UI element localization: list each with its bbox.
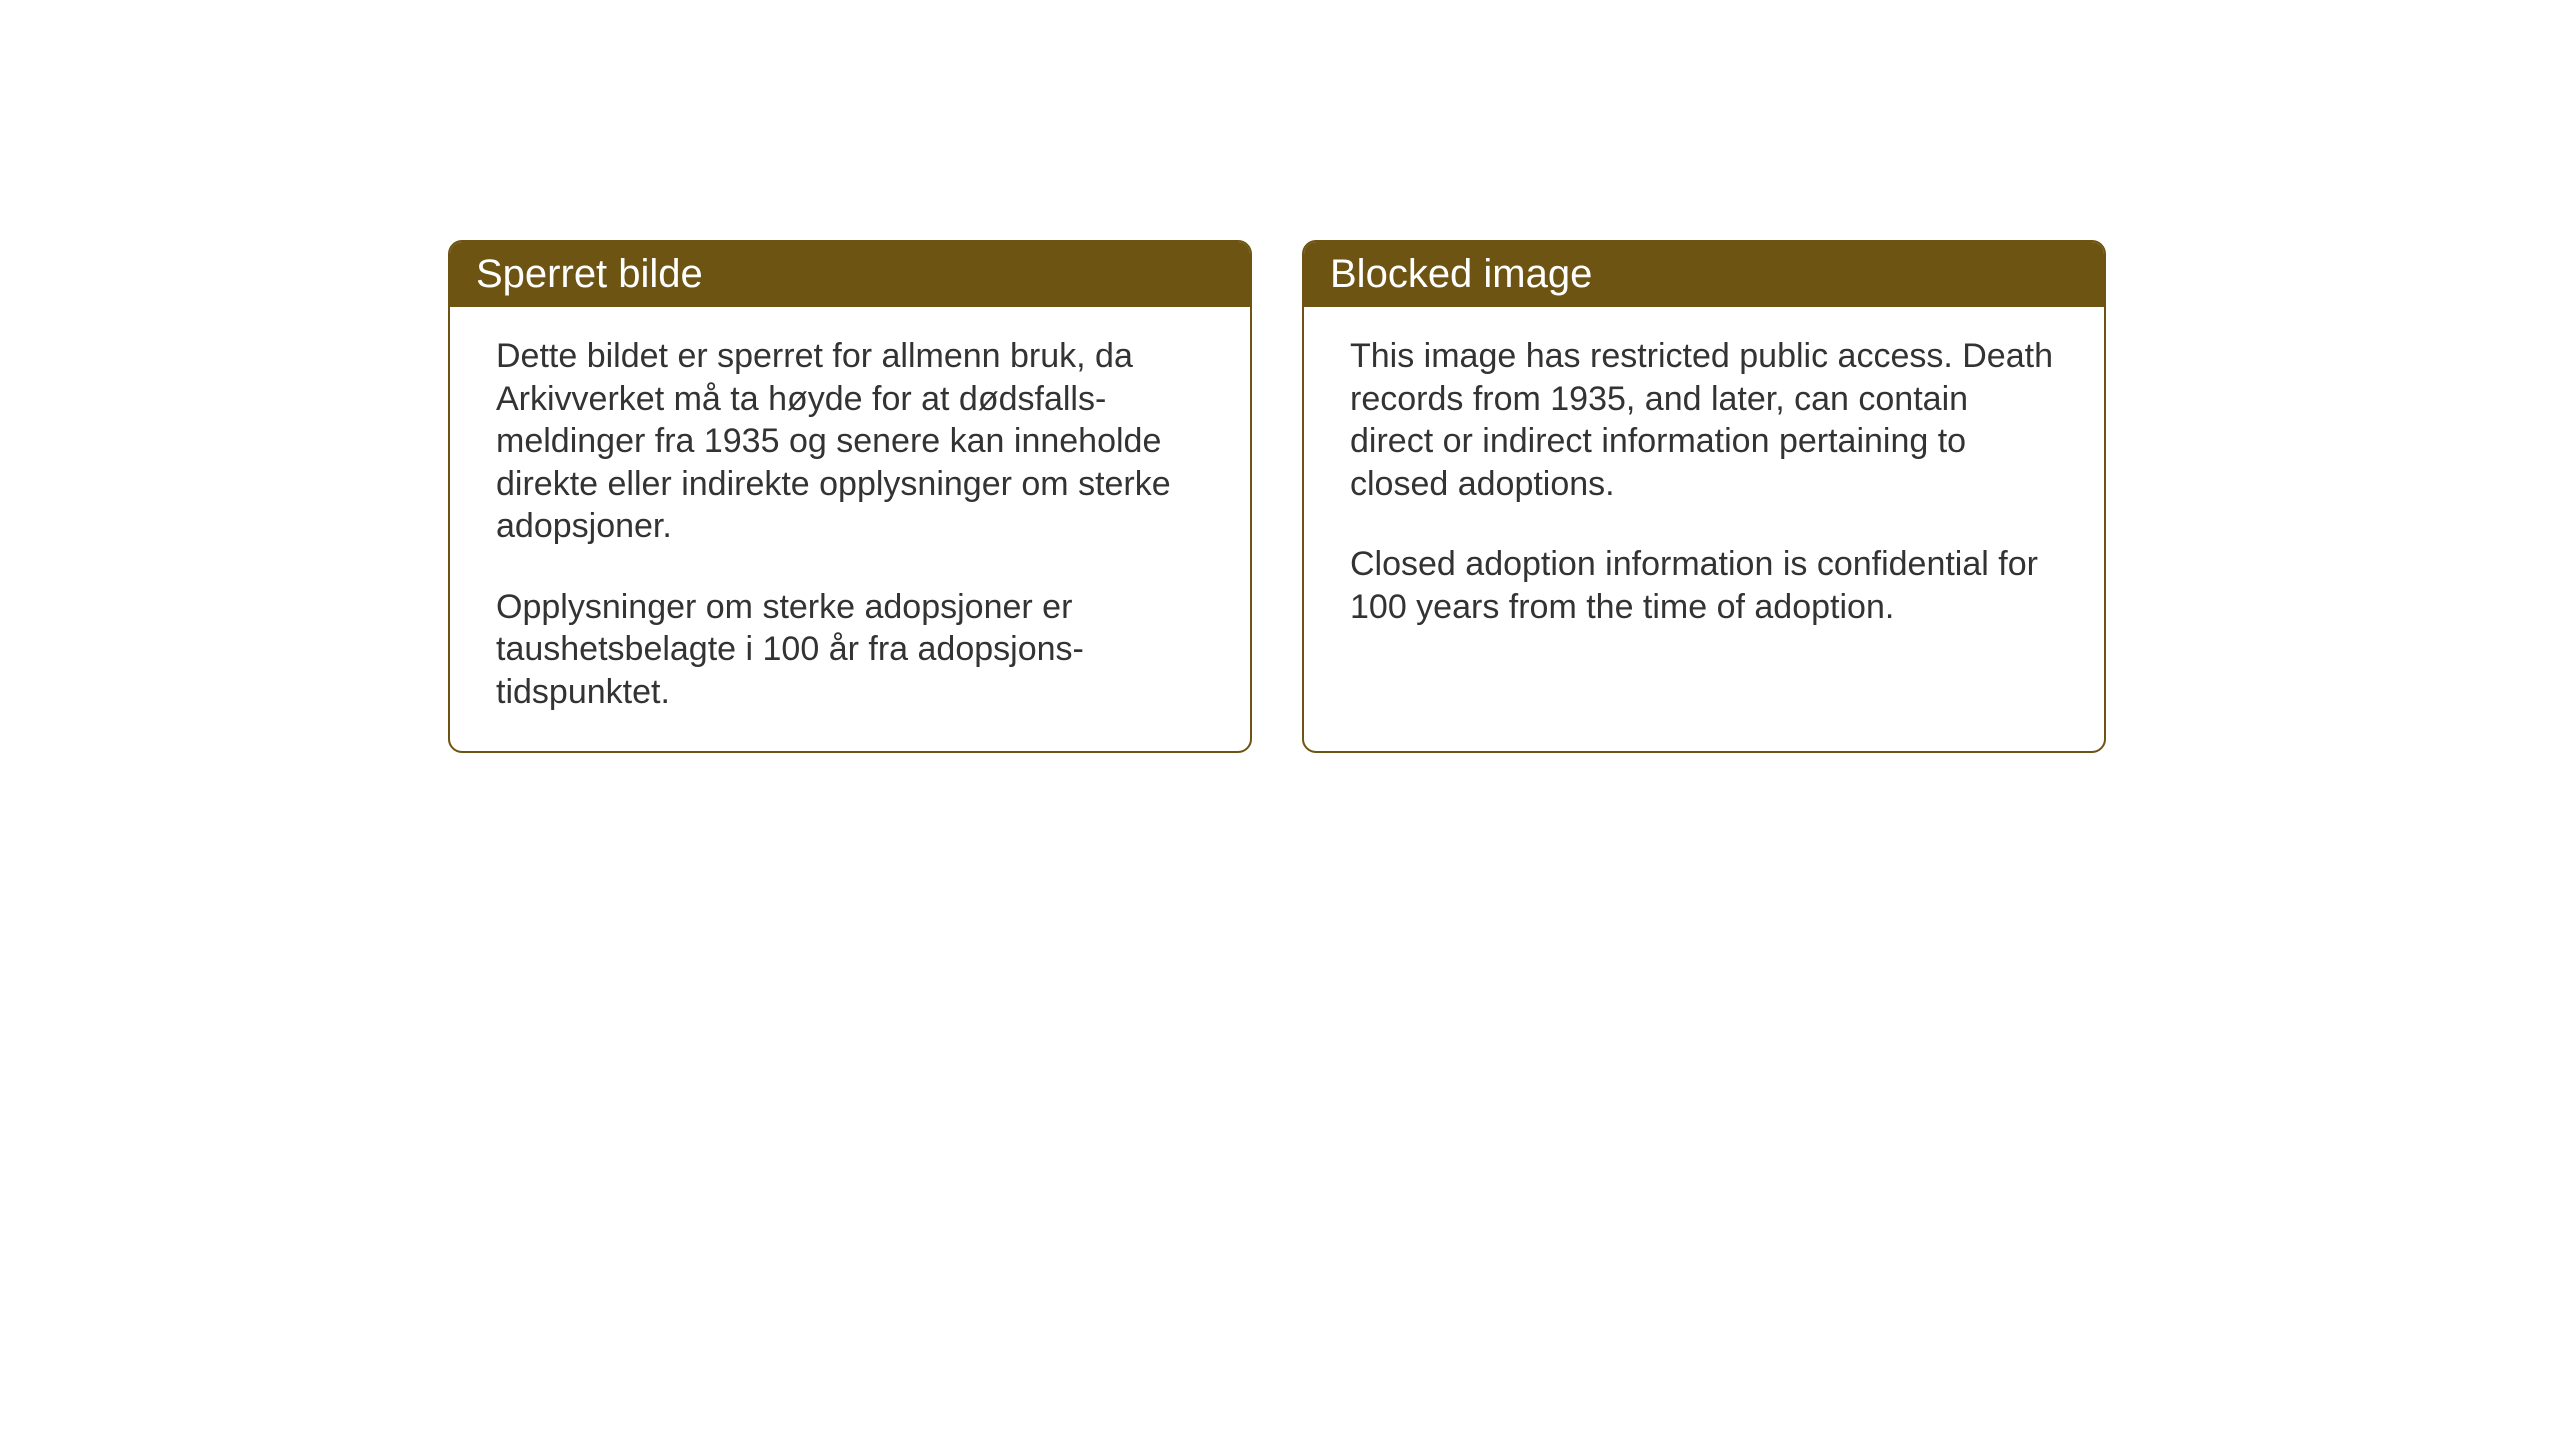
norwegian-notice-body: Dette bildet er sperret for allmenn bruk… bbox=[450, 307, 1250, 751]
norwegian-paragraph-2: Opplysninger om sterke adopsjoner er tau… bbox=[496, 586, 1204, 714]
english-notice-card: Blocked image This image has restricted … bbox=[1302, 240, 2106, 753]
norwegian-notice-card: Sperret bilde Dette bildet er sperret fo… bbox=[448, 240, 1252, 753]
notice-container: Sperret bilde Dette bildet er sperret fo… bbox=[448, 240, 2106, 753]
norwegian-paragraph-1: Dette bildet er sperret for allmenn bruk… bbox=[496, 335, 1204, 548]
english-notice-body: This image has restricted public access.… bbox=[1304, 307, 2104, 708]
english-paragraph-2: Closed adoption information is confident… bbox=[1350, 543, 2058, 628]
norwegian-notice-title: Sperret bilde bbox=[450, 242, 1250, 307]
english-paragraph-1: This image has restricted public access.… bbox=[1350, 335, 2058, 505]
english-notice-title: Blocked image bbox=[1304, 242, 2104, 307]
